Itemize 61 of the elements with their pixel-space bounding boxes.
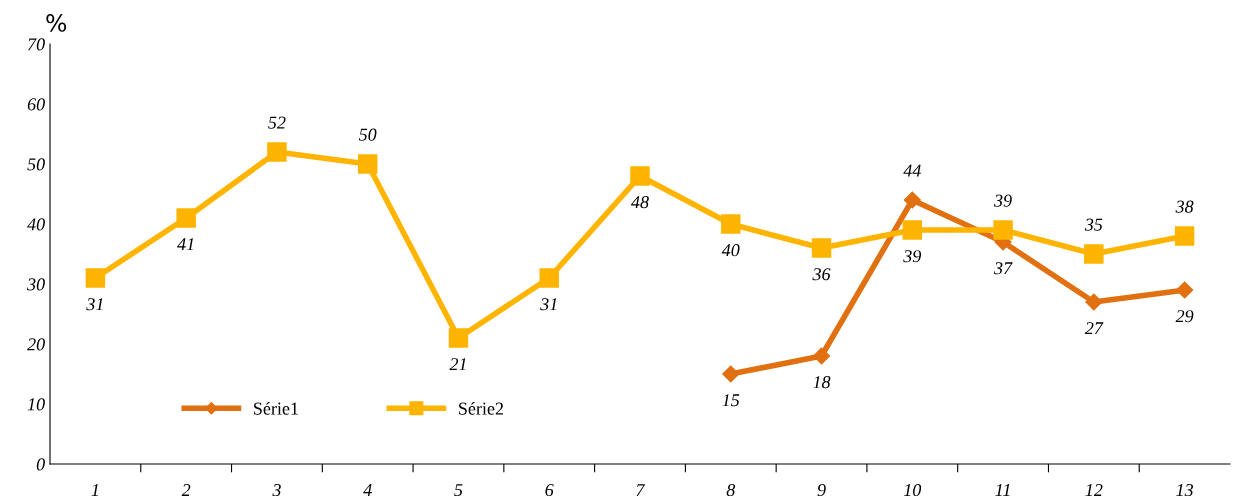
data-label: 52 — [268, 116, 286, 129]
x-tick-label: 11 — [995, 484, 1010, 496]
x-tick-label: 3 — [272, 484, 281, 496]
x-tick-label: 8 — [726, 483, 736, 496]
data-label: 41 — [177, 238, 194, 251]
point — [1084, 244, 1104, 264]
data-label: 29 — [1175, 310, 1194, 323]
point — [993, 220, 1013, 240]
point — [448, 328, 469, 348]
x-tick-label: 7 — [636, 484, 646, 496]
y-tick-label: 50 — [27, 158, 45, 171]
data-label: 48 — [631, 196, 649, 209]
data-label: 27 — [1084, 322, 1104, 335]
point — [85, 268, 106, 288]
y-axis-title: % — [46, 13, 67, 32]
point — [539, 268, 559, 288]
data-label: 39 — [994, 194, 1012, 207]
legend-label: Série2 — [459, 401, 504, 415]
point — [722, 365, 740, 383]
data-label: 50 — [358, 128, 377, 141]
y-tick-label: 30 — [27, 278, 45, 291]
y-tick-label: 60 — [27, 98, 45, 111]
point — [1174, 226, 1195, 246]
point — [1176, 281, 1194, 299]
point — [176, 208, 196, 228]
data-label: 21 — [449, 358, 466, 371]
y-tick-label: 70 — [28, 38, 45, 51]
point — [630, 166, 650, 186]
data-label: 38 — [1175, 200, 1194, 213]
x-tick-label: 4 — [363, 484, 372, 496]
data-label: 31 — [540, 298, 557, 311]
x-tick-label: 1 — [91, 484, 98, 496]
data-label: 15 — [722, 394, 740, 407]
data-label: 39 — [903, 250, 922, 263]
x-tick-label: 9 — [817, 484, 826, 496]
point — [811, 238, 832, 258]
data-label: 40 — [721, 244, 740, 257]
y-tick-label: 0 — [36, 458, 45, 471]
point — [902, 220, 923, 240]
y-tick-label: 20 — [27, 338, 45, 351]
data-label: 36 — [812, 268, 831, 281]
point — [1085, 293, 1103, 311]
data-label: 35 — [1084, 218, 1103, 231]
legend-label: Série1 — [254, 401, 298, 415]
point — [267, 142, 287, 162]
data-label: 37 — [994, 262, 1013, 275]
x-tick-label: 12 — [1085, 484, 1103, 496]
point — [903, 191, 921, 209]
x-tick-label: 2 — [181, 484, 191, 496]
y-tick-label: 10 — [27, 398, 45, 411]
x-tick-label: 6 — [545, 484, 554, 496]
data-label: 31 — [86, 298, 103, 311]
point — [721, 214, 741, 234]
x-tick-label: 5 — [454, 484, 463, 496]
y-tick-label: 40 — [27, 218, 45, 231]
x-tick-label: 10 — [903, 483, 922, 496]
data-label: 44 — [903, 164, 921, 177]
data-label: 18 — [813, 376, 831, 389]
point — [812, 347, 831, 365]
point — [357, 154, 378, 174]
x-tick-label: 13 — [1176, 484, 1194, 496]
